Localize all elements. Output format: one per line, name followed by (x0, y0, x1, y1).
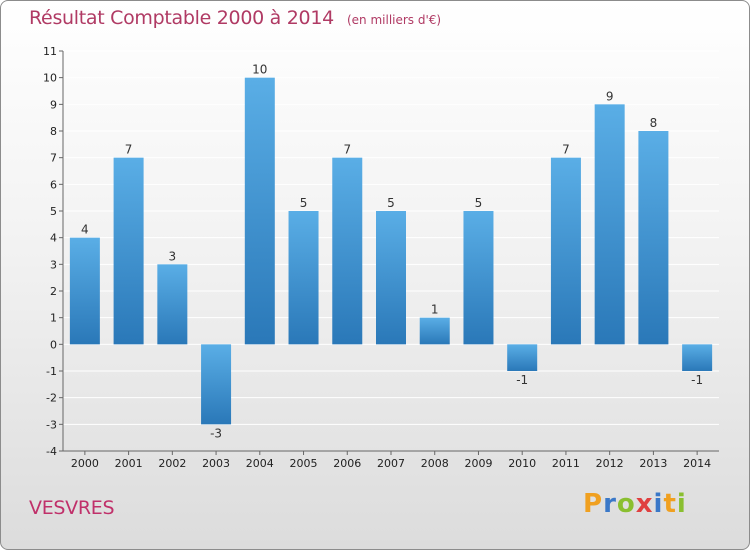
y-tick-label: 7 (50, 152, 57, 165)
y-tick-label: 3 (50, 258, 57, 271)
y-tick-label: -3 (46, 418, 57, 431)
value-label-2000: 4 (81, 223, 89, 237)
bar-2001 (113, 157, 144, 345)
logo-letter: t (663, 489, 677, 519)
proxiti-logo: Proxiti (583, 489, 687, 519)
value-label-2009: 5 (475, 196, 483, 210)
bar-2005 (288, 211, 319, 345)
logo-letter: i (653, 489, 664, 519)
value-label-2001: 7 (125, 143, 133, 157)
labels: 4 7 3 -3 10 5 7 5 1 5 -1 7 9 8 -1 (81, 63, 703, 441)
y-tick-label: -1 (46, 365, 57, 378)
logo-letter: i (676, 489, 687, 519)
bar-2000 (69, 237, 100, 345)
y-tick-label: 2 (50, 285, 57, 298)
bar-2006 (332, 157, 363, 345)
bar-2002 (157, 264, 188, 345)
value-label-2008: 1 (431, 303, 439, 317)
value-label-2002: 3 (169, 249, 177, 263)
x-tick-label-2006: 2006 (333, 457, 361, 470)
x-tick-label-2000: 2000 (71, 457, 99, 470)
value-label-2004: 10 (252, 63, 267, 77)
value-label-2011: 7 (562, 143, 570, 157)
y-tick-label: 9 (50, 98, 57, 111)
y-tick-label: -2 (46, 392, 57, 405)
logo-letter: o (616, 489, 636, 519)
value-label-2006: 7 (343, 143, 351, 157)
value-label-2010: -1 (516, 373, 528, 387)
y-tick-label: -4 (46, 445, 57, 458)
title-row: Résultat Comptable 2000 à 2014 (en milli… (29, 7, 441, 29)
y-tick-label: 5 (50, 205, 57, 218)
x-tick-label-2007: 2007 (377, 457, 405, 470)
y-tick-label: 6 (50, 178, 57, 191)
x-tick-label-2014: 2014 (683, 457, 711, 470)
value-label-2012: 9 (606, 89, 614, 103)
axes: -4 -3 -2 -1 0 1 2 3 4 5 6 7 8 9 10 11 2000 2001 2002 2003 20… (43, 45, 719, 470)
x-tick-label-2005: 2005 (290, 457, 318, 470)
y-tick-label: 0 (50, 338, 57, 351)
x-tick-label-2008: 2008 (421, 457, 449, 470)
chart-title: Résultat Comptable 2000 à 2014 (29, 7, 334, 29)
logo-letter: P (583, 489, 604, 519)
x-tick-label-2010: 2010 (508, 457, 536, 470)
value-label-2013: 8 (650, 116, 658, 130)
value-label-2005: 5 (300, 196, 308, 210)
bar-2008 (419, 317, 450, 345)
bar-2009 (463, 211, 494, 345)
commune-name: VESVRES (29, 497, 115, 519)
x-tick-label-2002: 2002 (158, 457, 186, 470)
y-tick-label: 8 (50, 125, 57, 138)
x-tick-label-2009: 2009 (464, 457, 492, 470)
y-tick-label: 1 (50, 312, 57, 325)
y-tick-label: 4 (50, 232, 57, 245)
bar-2013 (638, 131, 669, 345)
x-tick-label-2003: 2003 (202, 457, 230, 470)
logo-letter: r (603, 489, 617, 519)
x-tick-label-2013: 2013 (639, 457, 667, 470)
x-tick-label-2011: 2011 (552, 457, 580, 470)
bar-2003 (201, 344, 232, 425)
bar-2004 (244, 77, 275, 345)
x-tick-label-2001: 2001 (115, 457, 143, 470)
x-tick-label-2012: 2012 (596, 457, 624, 470)
bar-2010 (507, 344, 538, 371)
bars (69, 77, 713, 425)
bar-2011 (550, 157, 581, 345)
chart-unit: (en milliers d'€) (346, 13, 442, 27)
y-tick-label: 10 (43, 72, 57, 85)
bar-2007 (376, 211, 406, 345)
x-tick-label-2004: 2004 (246, 457, 274, 470)
bar-2012 (594, 104, 625, 345)
logo-letter: x (635, 489, 654, 519)
y-tick-label: 11 (43, 45, 57, 58)
value-label-2003: -3 (210, 426, 222, 440)
bar-2014 (682, 344, 713, 371)
value-label-2014: -1 (691, 373, 703, 387)
value-label-2007: 5 (387, 196, 395, 210)
